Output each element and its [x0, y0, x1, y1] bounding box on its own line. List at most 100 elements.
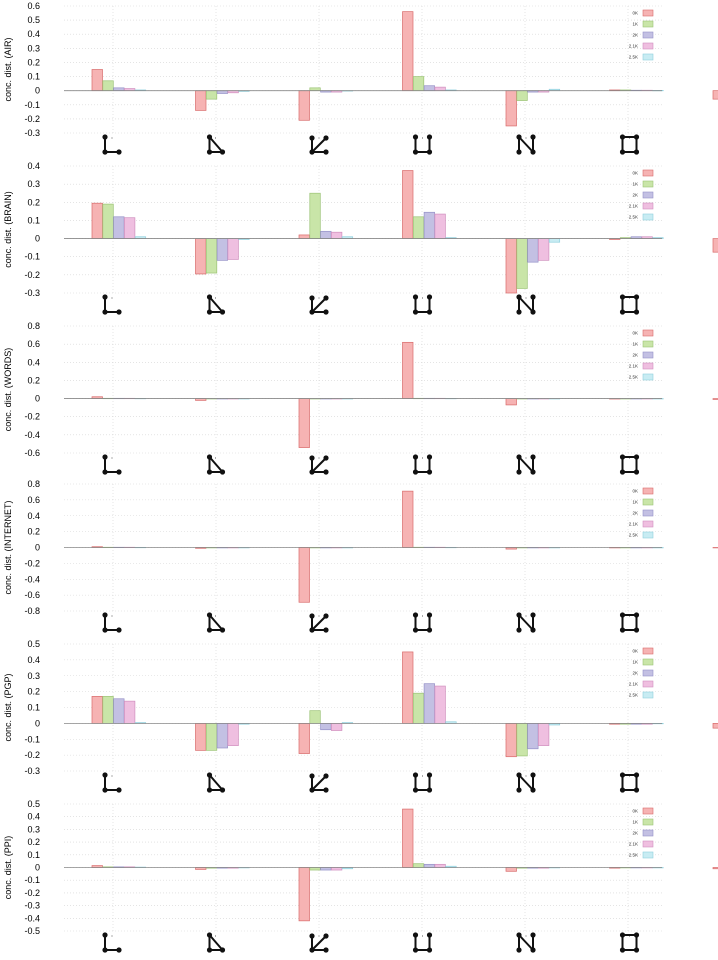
y-tick-label: 0.5	[27, 15, 40, 25]
legend-swatch-2.1K	[642, 840, 654, 848]
graphlet-node	[426, 787, 433, 793]
y-tick-label: 0	[35, 543, 40, 553]
legend-swatch-1K	[642, 180, 654, 188]
star-3-icon	[309, 613, 329, 633]
graphlet-edge	[518, 136, 534, 153]
graphlet-node	[219, 149, 226, 155]
legend-label: 2.5K	[629, 533, 638, 538]
graphlet-node	[116, 149, 122, 155]
bar-0K-g4	[402, 341, 414, 399]
graphlet-node	[412, 627, 419, 633]
bar-0K-g7	[712, 90, 718, 100]
graphlet-node	[309, 613, 315, 619]
path-3-icon	[102, 454, 122, 475]
y-tick-label: 0.5	[27, 799, 40, 809]
graphlet-node	[633, 134, 640, 140]
y-tick-label: -0.6	[24, 448, 40, 458]
bar-2K-g1	[113, 698, 125, 724]
bar-2.1K-g4	[434, 86, 446, 92]
legend-label: 2.1K	[629, 204, 638, 209]
graphlet-edge	[208, 774, 224, 791]
graphlet-edge	[208, 296, 224, 313]
graphlet-node	[516, 294, 522, 300]
legend-swatch-2.5K	[642, 373, 654, 381]
y-tick-label: 0.4	[27, 511, 40, 521]
graphlet-node	[219, 627, 226, 633]
graphlet-node	[412, 309, 419, 315]
y-tick-label: -0.3	[24, 766, 40, 776]
graphlet-node	[633, 612, 640, 618]
graphlet-node	[309, 933, 315, 939]
y-axis-label: conc. dist. (PPI)	[3, 836, 13, 900]
bar-1K-g5	[516, 723, 528, 757]
graphlet-node	[206, 772, 213, 778]
y-tick-label: -0.4	[24, 913, 40, 923]
graphlet-node	[633, 787, 640, 793]
tailed-triangle-icon	[516, 932, 536, 953]
graphlet-node	[619, 469, 626, 475]
bar-2K-g4	[423, 683, 435, 724]
graphlet-node	[516, 772, 522, 778]
graphlet-node	[530, 309, 536, 315]
graphlet-edge	[311, 457, 327, 473]
y-tick-label: 0.2	[27, 527, 40, 537]
graphlet-node	[102, 469, 108, 475]
graphlet-edge	[518, 456, 534, 473]
graphlet-node	[219, 309, 226, 315]
bar-0K-g1	[91, 69, 103, 92]
graphlet-node	[102, 309, 108, 315]
y-tick-label: 0	[35, 718, 40, 728]
star-3-icon	[309, 135, 329, 155]
legend-label: 0K	[632, 11, 638, 16]
y-tick-label: 0	[35, 234, 40, 244]
graphlet-node	[323, 149, 329, 155]
graphlet-node	[426, 454, 433, 460]
y-axis-label: conc. dist. (AIR)	[3, 37, 13, 101]
bar-0K-g5	[505, 238, 517, 294]
bar-2K-g4	[423, 863, 435, 868]
graphlet-node	[309, 787, 315, 793]
tailed-triangle-icon	[516, 454, 536, 475]
y-tick-label: 0.3	[27, 43, 40, 53]
y-tick-label: 0.1	[27, 72, 40, 82]
bar-0K-g5	[505, 723, 517, 758]
bar-2.1K-g2	[227, 723, 239, 746]
y-tick-label: 0	[35, 86, 40, 96]
star-3-icon	[309, 773, 329, 793]
bar-1K-g5	[516, 238, 528, 289]
star-3-icon	[309, 933, 329, 953]
graphlet-node	[633, 627, 640, 633]
legend-swatch-2.1K	[642, 202, 654, 210]
chart-panel: 0.5 0.4 0.3 0.2 0.1 0 -0.1 -0.2 -0.3 conc. dist. …	[3, 639, 718, 793]
graphlet-node	[206, 134, 213, 140]
y-tick-label: -0.4	[24, 430, 40, 440]
y-tick-label: 0.1	[27, 703, 40, 713]
legend-label: 1K	[632, 500, 638, 505]
y-axis-label: conc. dist. (INTERNET)	[3, 500, 13, 594]
legend-swatch-1K	[642, 20, 654, 28]
legend-swatch-0K	[642, 487, 654, 495]
graphlet-node	[102, 149, 108, 155]
y-tick-label: 0.4	[27, 29, 40, 39]
bar-2.1K-g3	[331, 723, 343, 731]
cycle-4-icon	[619, 134, 640, 155]
bar-2.1K-g4	[434, 685, 446, 724]
graphlet-node	[412, 149, 419, 155]
legend-swatch-1K	[642, 818, 654, 826]
bar-2.1K-g4	[434, 213, 446, 239]
bar-0K-g7	[712, 723, 718, 729]
legend-label: 1K	[632, 660, 638, 665]
y-tick-label: 0.6	[27, 495, 40, 505]
bar-0K-g5	[505, 867, 517, 872]
legend-label: 2.1K	[629, 44, 638, 49]
path-4-icon	[412, 134, 433, 155]
bar-2K-g2	[216, 723, 228, 749]
graphlet-node	[323, 933, 329, 939]
graphlet-node	[516, 932, 522, 938]
graphlet-node	[412, 612, 419, 618]
bar-2.1K-g5	[538, 238, 550, 261]
bar-2.1K-g2	[227, 238, 239, 260]
graphlet-node	[309, 149, 315, 155]
graphlet-node	[309, 947, 315, 953]
